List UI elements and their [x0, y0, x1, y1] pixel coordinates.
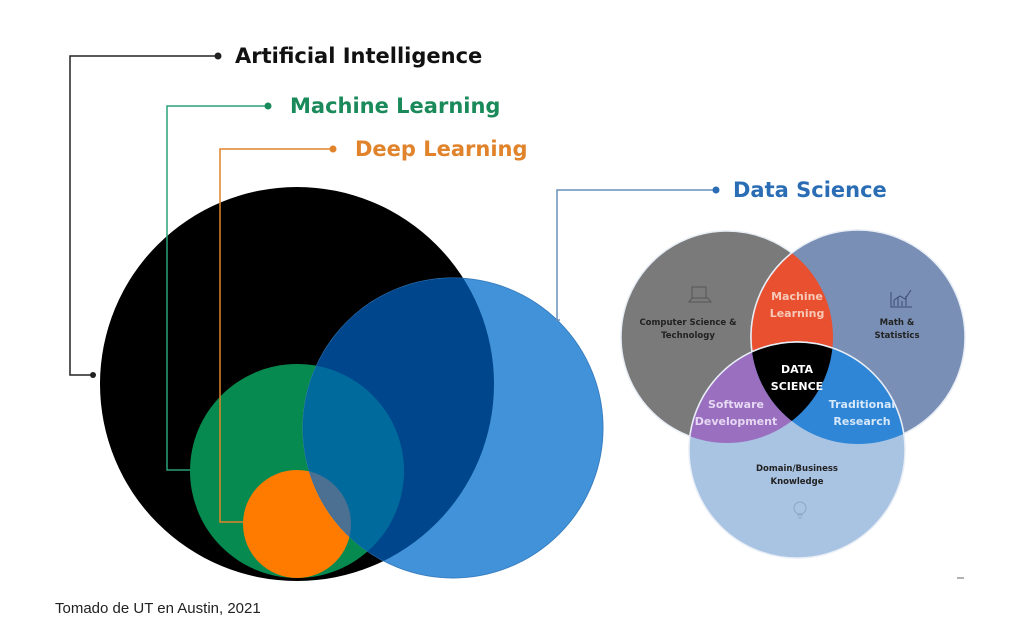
chart-icon	[890, 289, 912, 308]
venn-ds-region	[751, 341, 833, 443]
venn-domain-label: Domain/Business	[756, 464, 838, 474]
dl-dot	[329, 145, 337, 153]
ds-label: Data Science	[733, 178, 887, 202]
venn-ml-label: Learning	[770, 307, 825, 320]
lightbulb-icon	[793, 501, 807, 519]
venn-cs-label: Technology	[661, 331, 715, 341]
venn-tr-label: Traditional	[829, 398, 895, 411]
venn-ds-label: DATA	[781, 363, 813, 376]
laptop-icon	[688, 286, 712, 303]
ml-label: Machine Learning	[290, 94, 500, 118]
dl-connector	[219, 148, 333, 523]
ai-dot	[214, 52, 222, 60]
ds-dot	[712, 186, 720, 194]
ai-dot	[90, 372, 96, 378]
venn-cs-label: Computer Science &	[639, 318, 737, 328]
venn-tr-label: Research	[833, 415, 890, 428]
ds-connector	[556, 189, 716, 321]
ml-dot	[264, 102, 272, 110]
ai-label: Artificial Intelligence	[235, 44, 482, 68]
ai-connector	[69, 55, 218, 376]
venn-ds-label: SCIENCE	[771, 380, 823, 393]
venn-sw-label: Software	[708, 398, 764, 411]
source-caption: Tomado de UT en Austin, 2021	[55, 600, 261, 617]
venn-math-label: Math &	[880, 318, 915, 328]
venn-ml-label: Machine	[771, 290, 823, 303]
data-science-venn	[620, 229, 966, 559]
ml-connector	[166, 105, 268, 471]
dl-label: Deep Learning	[355, 137, 528, 161]
venn-domain-label: Knowledge	[771, 477, 824, 487]
venn-sw-label: Development	[695, 415, 777, 428]
venn-math-label: Statistics	[874, 331, 919, 341]
